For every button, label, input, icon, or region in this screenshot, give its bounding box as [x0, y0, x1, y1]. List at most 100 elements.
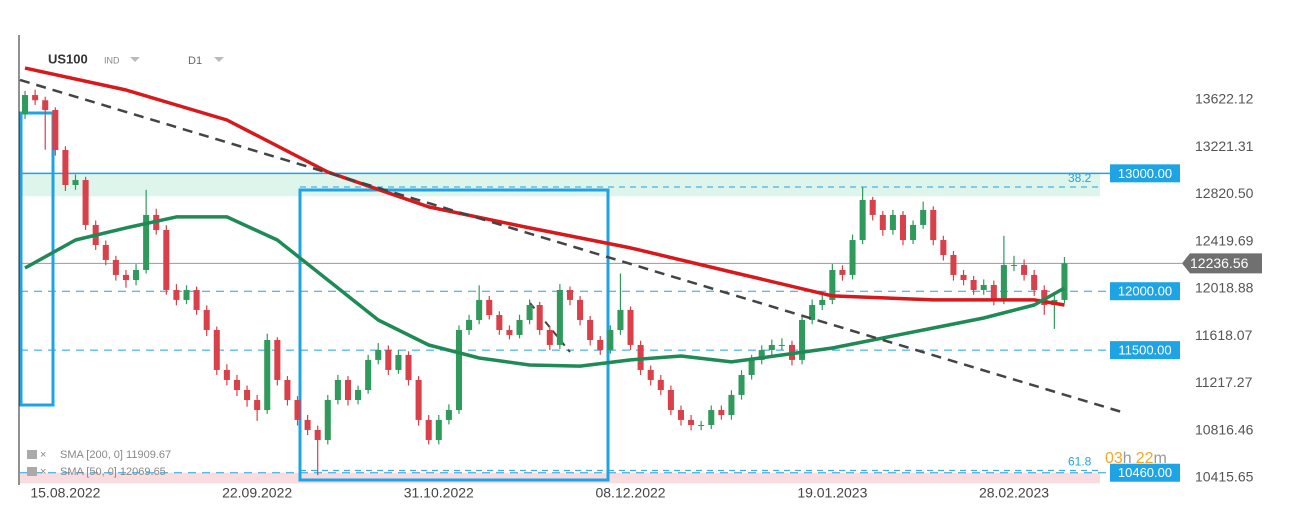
candle-body [799, 319, 806, 360]
candle-body [829, 269, 836, 300]
candle-body [627, 309, 634, 345]
candle-body [899, 214, 907, 241]
candle-body [506, 329, 513, 335]
candle-body [546, 329, 553, 345]
candle-body [970, 280, 977, 291]
sma-line [24, 66, 1065, 307]
candle-body [385, 350, 392, 370]
candle-body [466, 319, 473, 330]
candle-body [32, 95, 39, 101]
countdown-hours: 03 [1105, 450, 1123, 467]
candle-body [1000, 265, 1007, 300]
x-tick-label: 15.08.2022 [30, 485, 100, 501]
x-tick-label: 08.12.2022 [595, 485, 665, 501]
candle-body [425, 419, 432, 440]
candle-body [698, 424, 705, 426]
candle-body [748, 359, 755, 376]
dropdown-arrow[interactable] [214, 57, 224, 62]
timeframe[interactable]: D1 [188, 55, 202, 67]
candle-body [375, 350, 382, 360]
countdown-unit: h [1123, 450, 1132, 467]
candle-body [869, 199, 876, 215]
candle-body [22, 95, 29, 115]
candle-body [597, 340, 604, 351]
candle-body [556, 290, 563, 345]
candle-body [819, 299, 826, 305]
candle-body [980, 284, 987, 291]
candle-body [344, 379, 351, 401]
candle-body [889, 214, 896, 231]
candle-body [758, 350, 765, 360]
candle-body [365, 359, 372, 390]
candle-body [203, 309, 210, 330]
countdown-minutes: 22 [1136, 450, 1154, 467]
drawing-line [529, 302, 571, 353]
candle-body [476, 299, 483, 320]
legend-entry: SMA [50, 0] 12069.65 [60, 466, 166, 478]
candle-body [718, 410, 725, 415]
candle-body [233, 379, 240, 390]
candle-body [1031, 274, 1038, 291]
market[interactable]: IND [104, 55, 120, 65]
drawing-rectangle [19, 111, 55, 407]
dropdown-arrow[interactable] [130, 57, 140, 62]
candle-body [143, 214, 150, 270]
x-tick-label: 22.09.2022 [222, 485, 292, 501]
candle-body [809, 304, 816, 320]
countdown-unit: m [1154, 450, 1167, 467]
candle-body [52, 110, 59, 150]
x-tick-label: 31.10.2022 [404, 485, 474, 501]
candle-body [486, 299, 493, 316]
candle-body [940, 240, 947, 256]
trend-line [19, 78, 1126, 415]
candle-body [526, 304, 533, 320]
candle-body [920, 209, 927, 225]
candle-body [173, 290, 180, 300]
level-label-box [1110, 463, 1180, 482]
candle-body [1061, 263, 1068, 300]
level-label: 12000.00 [1118, 284, 1172, 299]
last-price-box [1182, 253, 1262, 274]
overlay-layer: 13000.00 12000.00 11500.00 10460.00 38.2 61.8… [19, 66, 1262, 501]
legend-icon [27, 467, 37, 476]
symbol[interactable]: US100 [48, 51, 88, 66]
candles [22, 89, 1068, 476]
candle-body [879, 214, 886, 231]
x-tick-label: 28.02.2023 [979, 485, 1049, 501]
candle-body [112, 259, 119, 275]
level-label-box [1110, 164, 1180, 183]
fib-label: 38.2 [1068, 171, 1092, 185]
candle-body [657, 379, 664, 390]
candle-body [708, 410, 715, 425]
candle-body [244, 389, 251, 401]
candle-body [738, 375, 745, 395]
candle-body [355, 389, 362, 401]
level-label: 10460.00 [1118, 465, 1172, 480]
y-tick-label: 13221.31 [1195, 138, 1254, 154]
legend-close: × [40, 466, 46, 478]
candle-body [102, 244, 109, 260]
legend-entry: SMA [200, 0] 11909.67 [60, 449, 171, 461]
candle-body [839, 269, 846, 275]
candle-body [667, 389, 674, 411]
candle-body [778, 344, 785, 346]
candle-body [294, 400, 301, 420]
sma-line [24, 215, 1066, 368]
candle-body [314, 429, 321, 440]
candle-body [324, 400, 331, 440]
y-tick-label: 10415.65 [1195, 469, 1254, 485]
candle-body [223, 369, 230, 380]
candle-body [577, 299, 584, 320]
candle-body [193, 290, 200, 310]
candle-body [62, 149, 69, 185]
y-tick-label: 13622.12 [1195, 91, 1254, 107]
candle-body [536, 304, 543, 330]
last-price-label: 12236.56 [1190, 255, 1249, 271]
candle-body [405, 354, 412, 380]
x-tick-label: 19.01.2023 [797, 485, 867, 501]
candle-body [264, 340, 271, 411]
candle-body [133, 269, 140, 281]
y-tick-label: 12018.88 [1195, 280, 1254, 296]
candle-body [304, 419, 311, 430]
